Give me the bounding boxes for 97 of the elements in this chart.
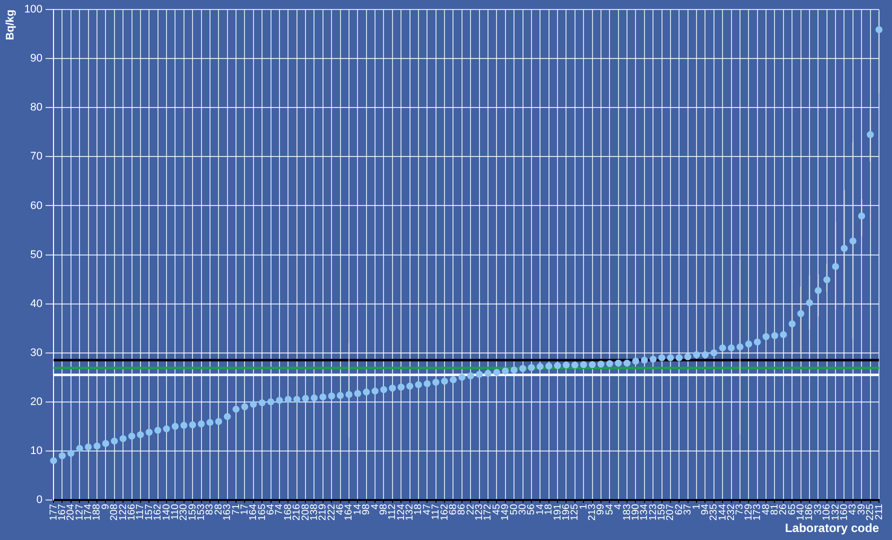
x-tick-label: 33 <box>812 503 824 516</box>
y-tick-label: 40 <box>30 298 43 310</box>
x-tick-label: 106 <box>822 503 833 521</box>
x-tick-label: 122 <box>118 503 129 521</box>
x-tick-label: 94 <box>700 503 711 516</box>
x-tick-label: 159 <box>187 503 198 521</box>
x-tick-label: 99 <box>596 503 607 516</box>
x-tick-label: 149 <box>500 503 512 521</box>
x-tick-label: 235 <box>708 503 720 521</box>
x-tick-label: 164 <box>248 503 260 521</box>
x-tick-label: 208 <box>109 503 120 521</box>
x-tick-label: 117 <box>135 503 146 520</box>
x-tick-label: 83 <box>204 503 216 516</box>
x-tick-label: 4 <box>370 503 381 510</box>
x-tick-label: 191 <box>552 503 564 521</box>
x-tick-label: 196 <box>560 503 572 521</box>
x-tick-label: 157 <box>144 503 155 521</box>
x-tick-label: 48 <box>760 503 772 516</box>
x-tick-label: 144 <box>717 503 728 521</box>
x-tick-label: 186 <box>804 503 816 521</box>
x-tick-label: 165 <box>256 503 268 521</box>
y-tick-label: 100 <box>24 4 43 16</box>
y-tick-label: 60 <box>30 200 43 212</box>
x-tick-label: 167 <box>56 503 68 521</box>
x-tick-label: 71 <box>230 503 242 516</box>
x-tick-label: 62 <box>674 503 685 516</box>
x-tick-label: 28 <box>213 503 224 516</box>
x-tick-label: 190 <box>630 503 642 521</box>
y-tick-label: 10 <box>30 444 43 457</box>
x-tick-label: 127 <box>74 503 86 521</box>
x-tick-label: 74 <box>274 503 286 516</box>
x-tick-label: 188 <box>92 503 103 521</box>
x-tick-label: 162 <box>152 503 164 521</box>
x-tick-label: 208 <box>300 503 312 521</box>
x-tick-label: 230 <box>178 503 190 521</box>
y-tick-label: 80 <box>30 102 43 114</box>
x-tick-label: 204 <box>66 503 77 521</box>
x-tick-label: 73 <box>734 503 746 516</box>
x-tick-label: 65 <box>786 503 798 516</box>
x-tick-label: 9 <box>100 503 112 510</box>
x-tick-label: 160 <box>838 503 850 521</box>
x-tick-label: 172 <box>482 503 494 521</box>
x-tick-label: 17 <box>239 503 250 516</box>
x-tick-label: 129 <box>743 503 754 521</box>
x-tick-label: 86 <box>456 503 468 516</box>
x-tick-label: 98 <box>361 503 372 516</box>
x-axis-title: Laboratory code <box>784 521 880 536</box>
x-tick-label: 225 <box>865 503 876 521</box>
x-tick-label: 39 <box>856 503 868 516</box>
x-tick-label: 140 <box>161 503 172 521</box>
x-tick-label: 1 <box>691 503 702 510</box>
x-tick-label: 68 <box>448 503 459 516</box>
x-tick-label: 4 <box>613 503 624 510</box>
x-tick-label: 14 <box>352 503 364 516</box>
x-tick-label: 123 <box>648 503 659 521</box>
x-tick-label: 14 <box>534 503 546 516</box>
x-tick-label: 50 <box>508 503 520 516</box>
y-tick-label: 0 <box>36 494 43 506</box>
x-tick-label: 219 <box>318 503 329 521</box>
y-tick-label: 20 <box>30 396 43 408</box>
x-tick-label: 112 <box>387 503 398 520</box>
x-tick-label: 56 <box>526 503 538 516</box>
x-tick-label: 168 <box>282 503 294 521</box>
x-tick-label: 164 <box>344 503 355 521</box>
x-tick-label: 162 <box>439 503 450 521</box>
x-tick-label: 47 <box>422 503 433 516</box>
x-tick-label: 211 <box>874 503 885 520</box>
x-tick-label: 81 <box>769 503 780 516</box>
y-tick-label: 30 <box>30 346 43 359</box>
x-tick-label: 173 <box>752 503 764 521</box>
x-tick-label: 138 <box>308 503 320 521</box>
x-tick-label: 183 <box>622 503 633 521</box>
x-tick-label: 132 <box>830 503 842 521</box>
x-tick-label: 163 <box>222 503 234 521</box>
x-tick-label: 216 <box>292 503 303 521</box>
x-tick-label: 222 <box>326 503 338 521</box>
x-tick-label: 45 <box>491 503 502 516</box>
y-axis-title: Bq/kg <box>4 10 17 40</box>
x-tick-label: 207 <box>665 503 676 521</box>
y-tick-label: 70 <box>30 150 43 163</box>
y-tick-label: 90 <box>30 52 43 65</box>
x-tick-label: 124 <box>396 503 407 521</box>
y-tick-label: 50 <box>30 248 43 261</box>
x-tick-label: 18 <box>413 503 424 516</box>
x-tick-label: 177 <box>48 503 60 521</box>
x-tick-label: 1 <box>578 503 590 510</box>
x-tick-label: 22 <box>465 503 476 516</box>
x-tick-label: 110 <box>170 503 181 520</box>
x-tick-label: 37 <box>682 503 694 516</box>
x-tick-label: 18 <box>544 503 555 516</box>
x-tick-label: 98 <box>378 503 390 516</box>
x-tick-label: 117 <box>430 503 442 520</box>
x-tick-label: 26 <box>778 503 790 516</box>
x-tick-label: 54 <box>604 503 616 516</box>
x-tick-label: 125 <box>570 503 581 521</box>
x-tick-label: 134 <box>639 503 650 521</box>
x-tick-label: 43 <box>848 503 859 516</box>
